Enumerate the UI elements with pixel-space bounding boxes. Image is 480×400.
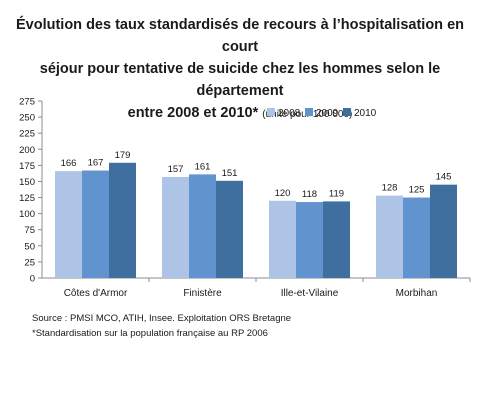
y-tick-label: 275 — [19, 97, 35, 108]
data-label: 118 — [302, 189, 317, 200]
y-tick-label: 175 — [19, 161, 35, 172]
title-line-1: Évolution des taux standardisés de recou… — [15, 17, 464, 55]
title-line-2: séjour pour tentative de suicide chez le… — [39, 61, 441, 99]
legend-label: 2008 — [278, 108, 301, 119]
title-line-3-text: entre 2008 et 2010* — [127, 105, 259, 121]
data-label: 125 — [409, 185, 425, 196]
source-note: Source : PMSI MCO, ATIH, Insee. Exploita… — [32, 311, 291, 341]
data-label: 167 — [88, 158, 104, 169]
legend-label: 2010 — [354, 108, 377, 119]
data-label: 151 — [222, 168, 238, 179]
legend-swatch — [267, 108, 275, 116]
bar — [82, 170, 109, 278]
data-label: 120 — [275, 188, 291, 199]
y-tick-label: 125 — [19, 193, 35, 204]
legend-swatch — [343, 108, 351, 116]
y-tick-label: 225 — [19, 129, 35, 140]
bar — [162, 176, 189, 278]
bar — [430, 184, 457, 278]
y-tick-label: 0 — [30, 274, 35, 285]
y-tick-label: 75 — [24, 225, 35, 236]
bar — [269, 200, 296, 278]
data-label: 119 — [329, 188, 344, 199]
category-label: Morbihan — [396, 288, 438, 299]
y-tick-label: 150 — [19, 177, 35, 188]
data-label: 166 — [61, 158, 77, 169]
y-tick-label: 200 — [19, 145, 35, 156]
category-label: Finistère — [183, 288, 222, 299]
data-label: 128 — [382, 183, 398, 194]
data-label: 157 — [168, 164, 184, 175]
bar — [109, 162, 136, 278]
data-label: 145 — [436, 172, 452, 183]
data-label: 179 — [115, 150, 131, 161]
category-label: Ille-et-Vilaine — [281, 288, 339, 299]
bar — [403, 197, 430, 278]
bar — [376, 195, 403, 278]
data-label: 161 — [195, 161, 211, 172]
legend-swatch — [305, 108, 313, 116]
bar — [55, 171, 82, 278]
y-tick-label: 100 — [19, 209, 35, 220]
legend-label: 2009 — [316, 108, 339, 119]
y-tick-label: 250 — [19, 113, 35, 124]
bar — [189, 174, 216, 278]
y-tick-label: 25 — [24, 257, 35, 268]
y-tick-label: 50 — [24, 241, 35, 252]
source-line-1: Source : PMSI MCO, ATIH, Insee. Exploita… — [32, 313, 292, 324]
bar — [216, 180, 243, 278]
category-label: Côtes d'Armor — [64, 288, 128, 299]
source-line-2: *Standardisation sur la population franç… — [32, 328, 268, 339]
bar — [296, 202, 323, 278]
bar — [323, 201, 350, 278]
